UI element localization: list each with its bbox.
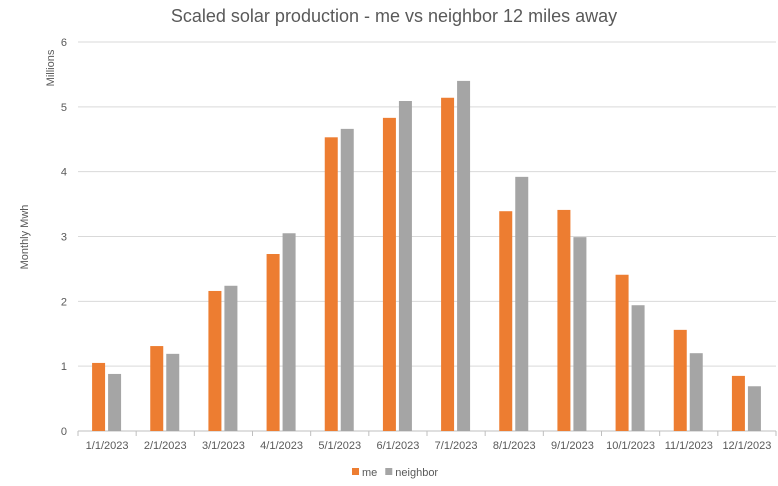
- x-tick-label: 7/1/2023: [435, 440, 478, 452]
- y-tick-label: 2: [61, 296, 67, 308]
- bar-neighbor: [224, 285, 238, 431]
- x-tick-label: 3/1/2023: [202, 440, 245, 452]
- bar-neighbor: [573, 237, 587, 431]
- bar-neighbor: [282, 233, 296, 431]
- bar-me: [615, 274, 629, 431]
- bar-neighbor: [457, 80, 471, 432]
- legend-swatch-me: [352, 468, 359, 475]
- y-tick-label: 6: [61, 37, 67, 49]
- y-tick-label: 1: [61, 361, 67, 373]
- bar-neighbor: [398, 100, 412, 431]
- legend-label-me: me: [362, 467, 377, 479]
- x-tick-label: 5/1/2023: [318, 440, 361, 452]
- bar-neighbor: [166, 353, 180, 431]
- bar-neighbor: [515, 176, 529, 431]
- y-tick-label: 0: [61, 426, 67, 438]
- bar-me: [441, 97, 455, 432]
- legend-swatch-neighbor: [385, 468, 393, 475]
- x-tick-label: 4/1/2023: [260, 440, 303, 452]
- bar-neighbor: [689, 353, 703, 431]
- y-tick-label: 3: [61, 232, 67, 244]
- x-tick-label: 1/1/2023: [86, 440, 129, 452]
- chart-title: Scaled solar production - me vs neighbor…: [171, 6, 617, 26]
- y-axis-unit-label: Millions: [45, 49, 57, 86]
- x-tick-label: 10/1/2023: [606, 440, 655, 452]
- bar-me: [208, 290, 222, 431]
- bar-me: [382, 117, 396, 431]
- bar-me: [499, 211, 513, 431]
- bar-me: [673, 329, 687, 431]
- y-tick-label: 5: [61, 102, 67, 114]
- bar-neighbor: [340, 128, 354, 432]
- x-tick-label: 8/1/2023: [493, 440, 536, 452]
- x-tick-label: 9/1/2023: [551, 440, 594, 452]
- x-tick-label: 12/1/2023: [722, 440, 771, 452]
- bar-me: [92, 362, 106, 431]
- bar-me: [324, 137, 338, 431]
- legend-label-neighbor: neighbor: [395, 467, 438, 479]
- bar-me: [150, 346, 164, 431]
- bar-neighbor: [108, 373, 122, 431]
- bar-me: [731, 375, 745, 431]
- x-tick-label: 2/1/2023: [144, 440, 187, 452]
- bar-me: [266, 254, 280, 431]
- x-tick-label: 11/1/2023: [665, 440, 713, 452]
- x-tick-label: 6/1/2023: [377, 440, 420, 452]
- bar-neighbor: [631, 305, 645, 431]
- bar-neighbor: [747, 386, 761, 431]
- y-axis-label: Monthly Mwh: [19, 205, 31, 270]
- y-tick-label: 4: [61, 167, 67, 179]
- bar-me: [557, 209, 571, 431]
